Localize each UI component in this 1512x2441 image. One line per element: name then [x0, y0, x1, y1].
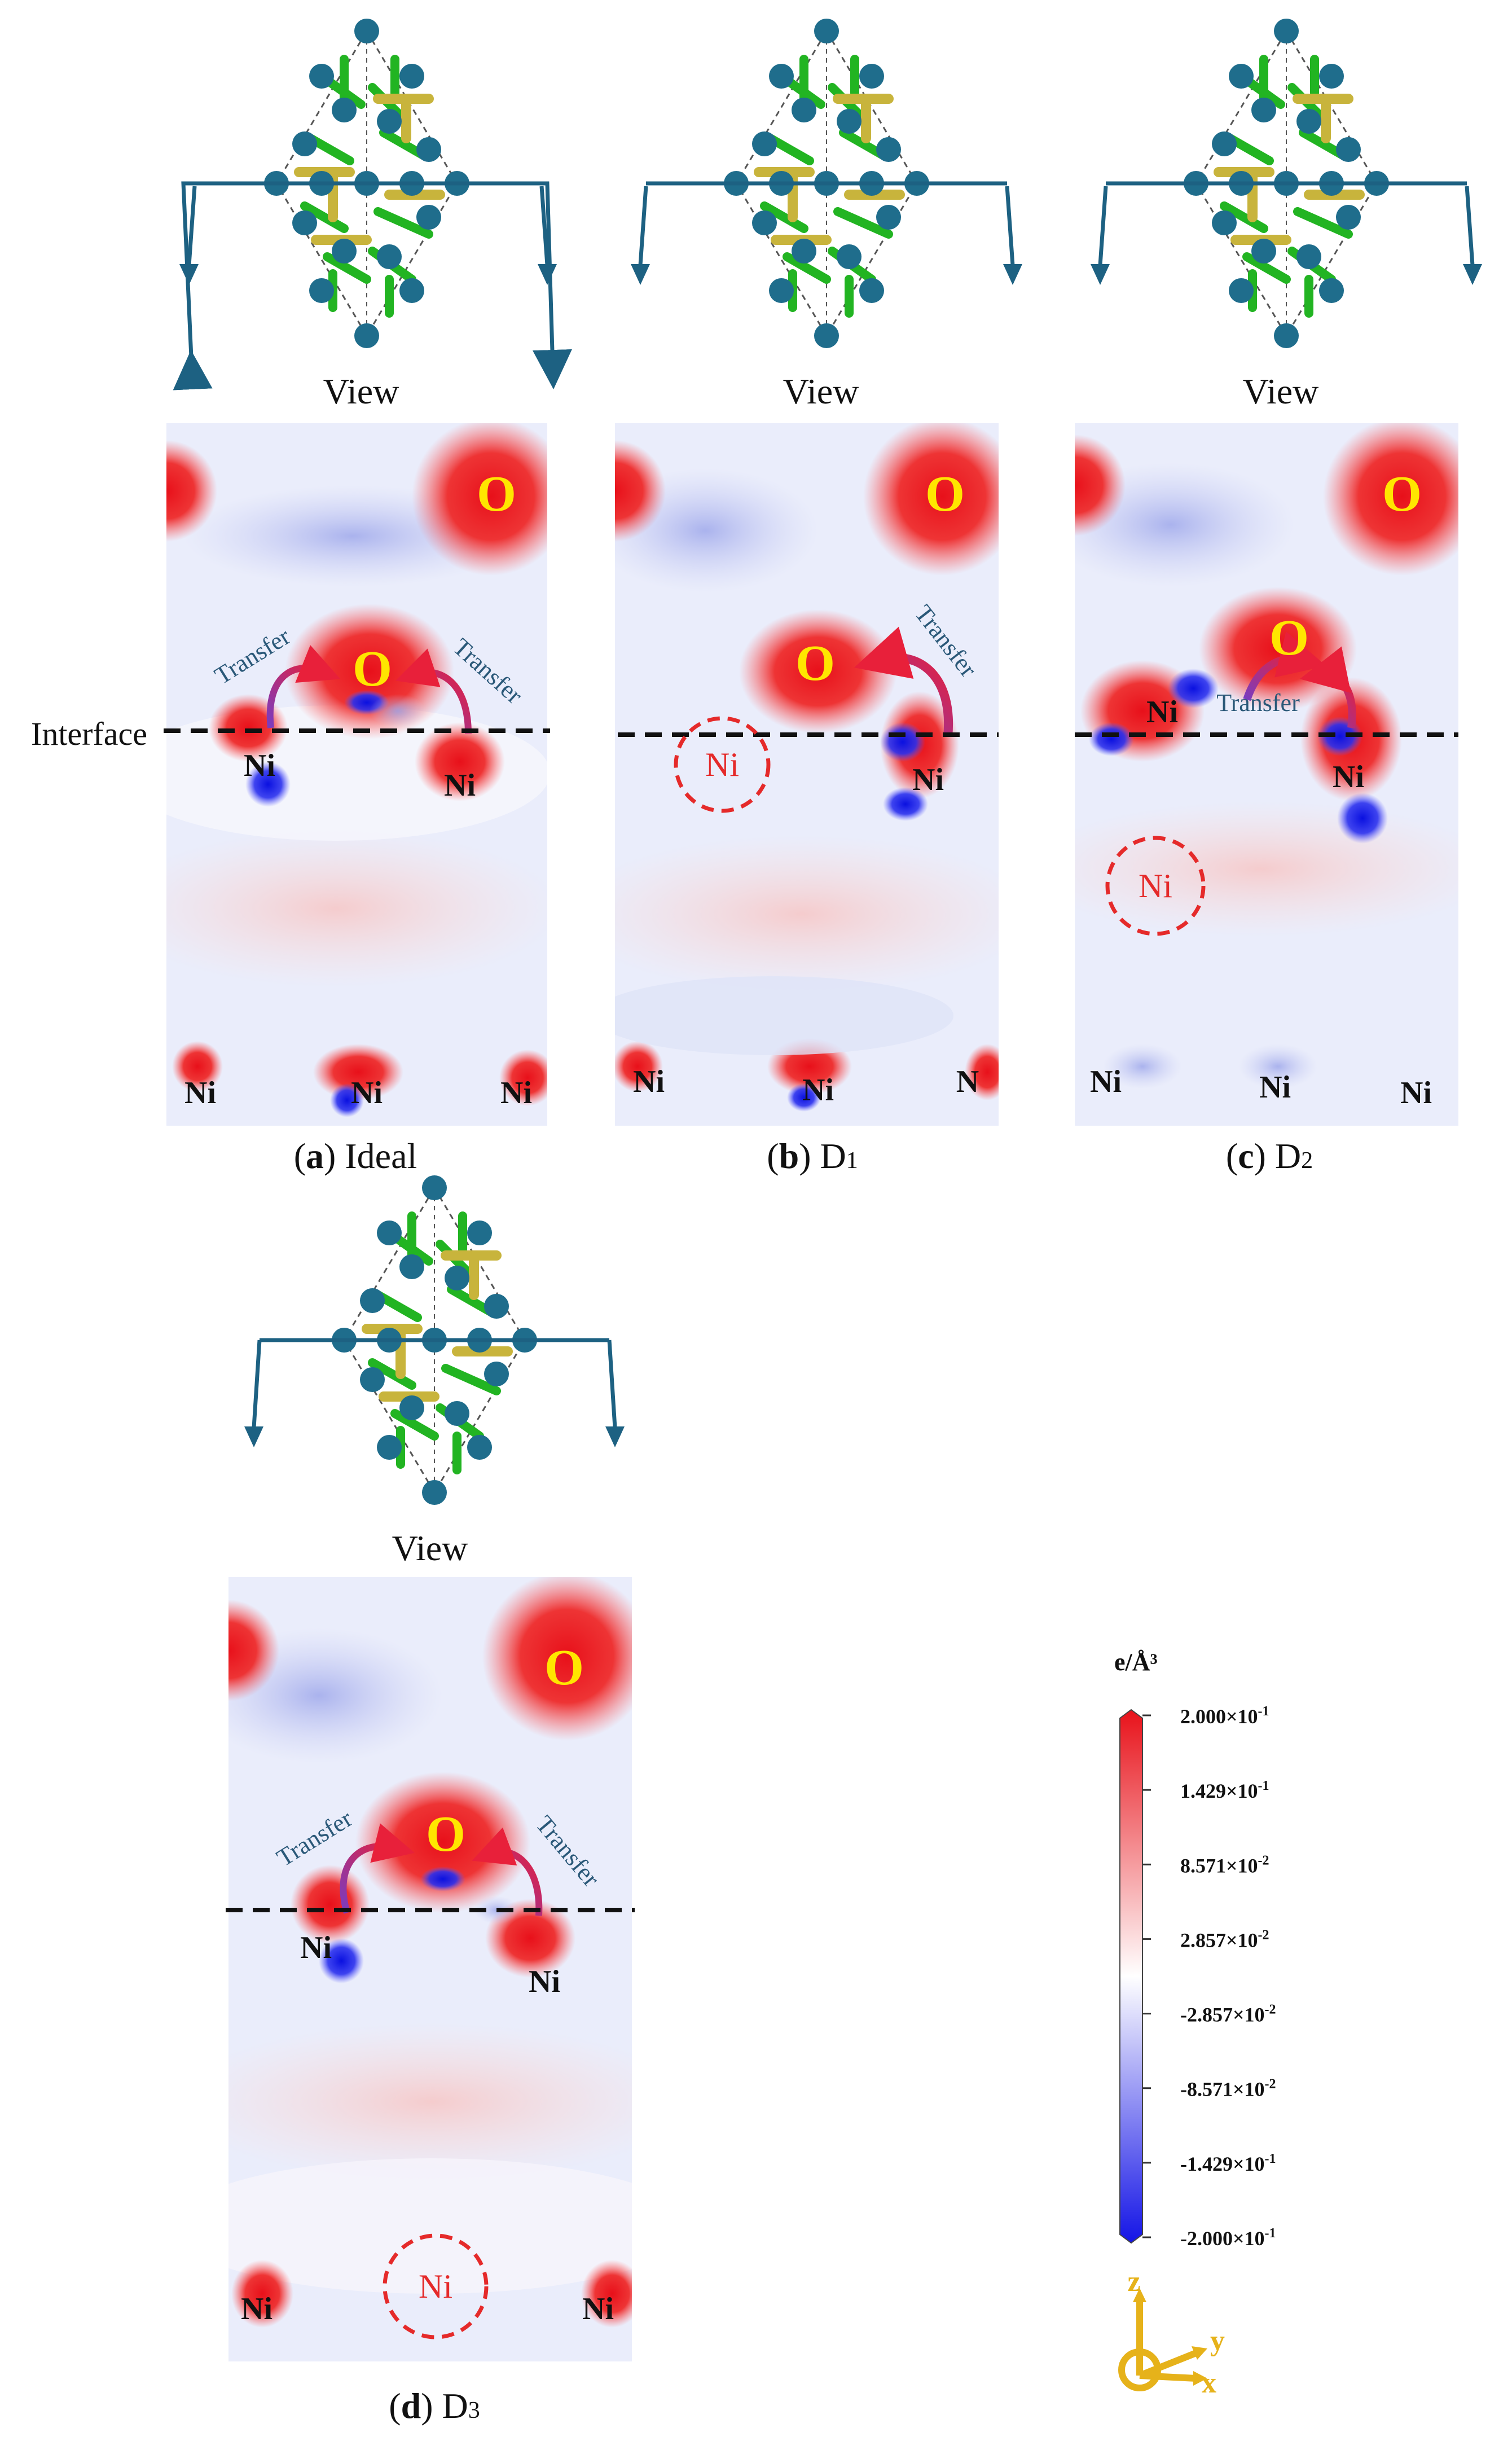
panel-d-o-top: O — [544, 1640, 584, 1696]
panel-c-ni-5: Ni — [1400, 1075, 1432, 1110]
panel-d: Ni O O Transfer Transfer Ni Ni Ni Ni — [226, 1577, 635, 2361]
caption-b: (b) D1 — [767, 1136, 858, 1176]
panel-d-ni-4: Ni — [582, 2291, 614, 2326]
interface-label: Interface — [31, 715, 147, 752]
caption-a-rest: Ideal — [336, 1136, 417, 1176]
caption-c-sub: 2 — [1301, 1148, 1313, 1174]
view-header-a — [173, 19, 572, 390]
view-header-c — [1106, 19, 1467, 348]
colorbar-tick-label: -2.857×10-2 — [1180, 2003, 1276, 2026]
panel-a-ni-2: Ni — [444, 768, 476, 803]
panel-a-ni-3: Ni — [184, 1075, 216, 1110]
panel-b-ni-4: N — [956, 1064, 979, 1099]
axis-y: y — [1210, 2325, 1225, 2357]
panel-d-o-center: O — [426, 1806, 465, 1862]
view-label-d: View — [392, 1528, 468, 1568]
panel-a-o-center: O — [353, 641, 392, 697]
panel-c-ni-1: Ni — [1146, 695, 1178, 730]
panel-b-missing-ni: Ni — [705, 746, 739, 783]
panel-b-o-center: O — [795, 635, 835, 691]
view-header-d — [260, 1175, 609, 1505]
caption-c: (c) D2 — [1226, 1136, 1313, 1176]
panel-b-ni-2: Ni — [633, 1064, 665, 1099]
panel-c-missing-ni: Ni — [1139, 867, 1172, 905]
colorbar-bar — [1119, 1709, 1143, 2244]
panel-c-ni-4: Ni — [1259, 1070, 1291, 1105]
colorbar-unit: e/Å³ — [1114, 1648, 1158, 1676]
caption-a: (a) Ideal — [294, 1136, 417, 1176]
caption-c-letter: c — [1238, 1136, 1254, 1176]
caption-b-rest: D — [811, 1136, 846, 1176]
view-label-c: View — [1243, 371, 1319, 411]
panel-a-ni-5: Ni — [500, 1075, 532, 1110]
panel-b: Ni O O Transfer Ni Ni Ni N — [615, 423, 999, 1126]
panel-b-o-top: O — [925, 466, 965, 522]
colorbar-tick-label: -2.000×10-1 — [1180, 2226, 1276, 2250]
panel-c-ni-3: Ni — [1090, 1064, 1122, 1099]
axis-triad: z y x — [1118, 2266, 1225, 2399]
caption-d-letter: d — [401, 2386, 421, 2426]
panel-b-ni-3: Ni — [802, 1073, 834, 1108]
panel-c-transfer: Transfer — [1216, 689, 1300, 717]
panel-d-ni-2: Ni — [529, 1964, 560, 1999]
colorbar-tick-label: -1.429×10-1 — [1180, 2152, 1276, 2175]
panel-c-o-center: O — [1269, 610, 1309, 666]
panel-d-missing-ni: Ni — [419, 2268, 452, 2305]
view-label-a: View — [323, 371, 399, 411]
panel-c-missing-ni-circle — [1105, 836, 1206, 936]
caption-c-rest: D — [1266, 1136, 1301, 1176]
colorbar-ticks: 2.000×10-1 1.429×10-1 8.571×10-2 2.857×10-2… — [1142, 1704, 1276, 2250]
colorbar-tick-label: 8.571×10-2 — [1180, 1853, 1269, 1877]
axis-x: x — [1202, 2367, 1216, 2399]
view-header-b — [646, 19, 1007, 348]
panel-d-ni-3: Ni — [241, 2291, 272, 2326]
axis-z: z — [1127, 2266, 1140, 2298]
colorbar-tick-label: 1.429×10-1 — [1180, 1779, 1269, 1802]
caption-d-rest: D — [433, 2386, 468, 2426]
panel-a-ni-1: Ni — [244, 748, 275, 783]
colorbar-tick-label: -8.571×10-2 — [1180, 2077, 1276, 2101]
panel-a-ni-4: Ni — [351, 1075, 383, 1110]
panel-b-missing-ni-circle — [674, 716, 771, 813]
caption-d-sub: 3 — [468, 2398, 480, 2424]
panel-a: O O Transfer Transfer Ni Ni Ni Ni Ni — [166, 423, 547, 1126]
panel-d-missing-ni-circle — [383, 2233, 489, 2339]
panel-b-ni-1: Ni — [912, 762, 944, 797]
panel-c-ni-2: Ni — [1333, 759, 1364, 794]
caption-a-letter: a — [306, 1136, 324, 1176]
panel-d-ni-1: Ni — [300, 1930, 332, 1965]
caption-d: (d) D3 — [389, 2386, 480, 2426]
panel-a-o-top: O — [477, 466, 516, 522]
caption-b-sub: 1 — [846, 1148, 858, 1174]
view-arrows — [187, 186, 1475, 1428]
caption-b-letter: b — [779, 1136, 799, 1176]
panel-c: Ni O O Transfer Ni Ni Ni Ni Ni — [1075, 423, 1458, 1126]
colorbar: e/Å³ 2.000×10-1 1.429×10-1 8.571×10-2 2.857… — [1114, 1648, 1276, 2250]
panel-c-o-top: O — [1382, 466, 1422, 522]
colorbar-tick-label: 2.000×10-1 — [1180, 1704, 1269, 1728]
view-label-b: View — [783, 371, 859, 411]
colorbar-tick-label: 2.857×10-2 — [1180, 1928, 1269, 1951]
